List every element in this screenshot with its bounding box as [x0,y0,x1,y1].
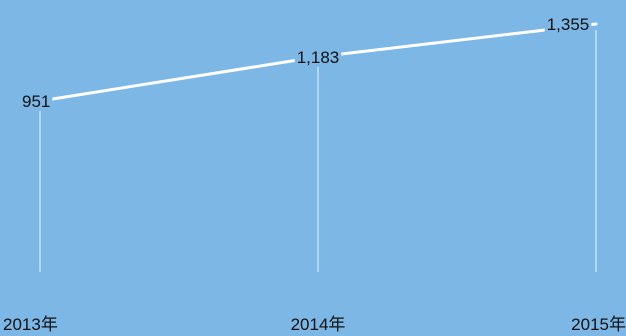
data-label-2014年: 1,183 [297,48,340,67]
data-label-2013年: 951 [22,92,50,111]
data-label-bg [20,92,53,111]
x-tick-label-2013年: 2013年 [3,315,58,334]
x-tick-label-2014年: 2014年 [291,315,346,334]
x-tick-label-2015年: 2015年 [571,315,626,334]
data-label-bg [294,47,342,67]
data-label-2015年: 1,355 [547,15,590,34]
data-label-bg [544,15,592,34]
